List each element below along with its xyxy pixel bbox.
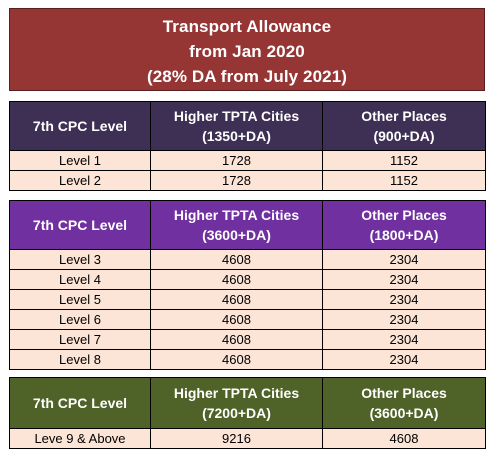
title-line-1: Transport Allowance [162,17,332,36]
cell-higher: 1728 [150,150,323,171]
cell-higher: 4608 [150,269,323,290]
cell-other: 2304 [322,249,486,270]
cell-level: Level 1 [9,150,151,171]
title-line-3: (28% DA from July 2021) [146,67,348,86]
cell-higher: 1728 [150,170,323,191]
cell-higher: 4608 [150,289,323,310]
table-row: Level 5 4608 2304 [9,289,486,310]
cell-higher: 4608 [150,329,323,350]
table-header-row: 7th CPC Level Higher TPTA Cities (3600+DA… [9,200,486,250]
cell-level: Level 8 [9,349,151,370]
table-row: Level 8 4608 2304 [9,349,486,370]
cell-other: 2304 [322,269,486,290]
table-header-row: 7th CPC Level Higher TPTA Cities (1350+DA… [9,101,486,151]
cell-other: 2304 [322,289,486,310]
header-level: 7th CPC Level [9,101,151,151]
cell-level: Level 3 [9,249,151,270]
cell-other: 2304 [322,329,486,350]
allowance-table-levels-1-2: 7th CPC Level Higher TPTA Cities (1350+DA… [9,101,486,191]
cell-other: 4608 [322,428,486,449]
header-other-places: Other Places (1800+DA) [322,200,486,250]
cell-level: Level 7 [9,329,151,350]
cell-level: Level 2 [9,170,151,191]
header-higher-tpta: Higher TPTA Cities (1350+DA) [150,101,323,151]
table-row: Level 3 4608 2304 [9,249,486,270]
table-row: Leve 9 & Above 9216 4608 [9,428,486,449]
allowance-table-level-9-above: 7th CPC Level Higher TPTA Cities (7200+DA… [9,377,486,449]
table-row: Level 7 4608 2304 [9,329,486,350]
table-row: Level 4 4608 2304 [9,269,486,290]
cell-level: Level 5 [9,289,151,310]
table-row: Level 6 4608 2304 [9,309,486,330]
cell-other: 1152 [322,170,486,191]
allowance-table-levels-3-8: 7th CPC Level Higher TPTA Cities (3600+DA… [9,200,486,370]
header-higher-tpta: Higher TPTA Cities (3600+DA) [150,200,323,250]
title-banner: Transport Allowance from Jan 2020 (28% D… [9,8,485,91]
cell-level: Level 4 [9,269,151,290]
cell-other: 2304 [322,309,486,330]
cell-level: Leve 9 & Above [9,428,151,449]
title-line-2: from Jan 2020 [189,42,305,61]
table-row: Level 2 1728 1152 [9,170,486,191]
header-other-places: Other Places (3600+DA) [322,377,486,429]
cell-higher: 4608 [150,309,323,330]
header-other-places: Other Places (900+DA) [322,101,486,151]
table-header-row: 7th CPC Level Higher TPTA Cities (7200+DA… [9,377,486,429]
header-level: 7th CPC Level [9,200,151,250]
cell-other: 2304 [322,349,486,370]
cell-higher: 9216 [150,428,323,449]
header-higher-tpta: Higher TPTA Cities (7200+DA) [150,377,323,429]
cell-higher: 4608 [150,349,323,370]
cell-higher: 4608 [150,249,323,270]
cell-other: 1152 [322,150,486,171]
cell-level: Level 6 [9,309,151,330]
header-level: 7th CPC Level [9,377,151,429]
table-row: Level 1 1728 1152 [9,150,486,171]
